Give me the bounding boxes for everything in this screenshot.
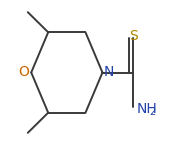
Text: N: N bbox=[103, 66, 114, 79]
Text: 2: 2 bbox=[149, 107, 155, 117]
Text: O: O bbox=[18, 66, 29, 79]
Text: NH: NH bbox=[136, 102, 157, 116]
Text: S: S bbox=[129, 29, 138, 43]
